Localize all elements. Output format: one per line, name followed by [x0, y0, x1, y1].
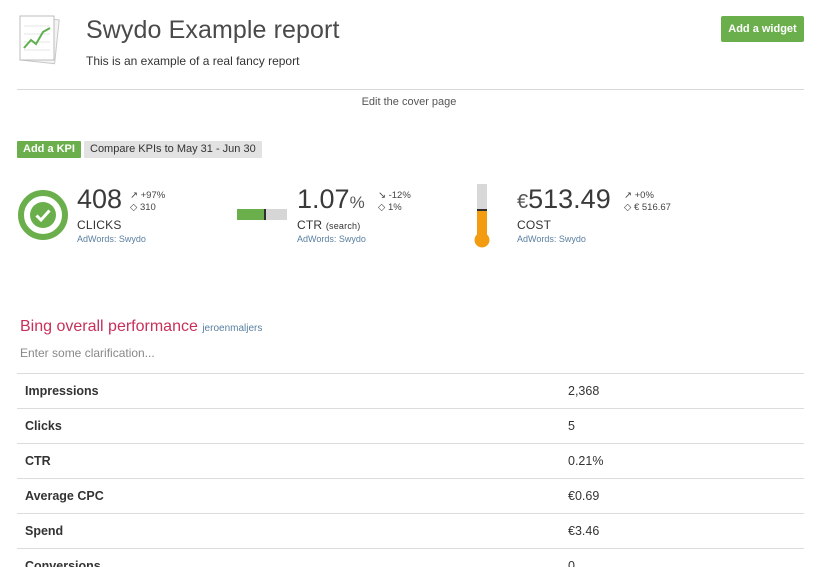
- metric-name: CTR: [17, 443, 561, 479]
- section-author[interactable]: jeroenmaljers: [202, 323, 263, 334]
- thermometer-icon: [474, 183, 490, 249]
- table-row: Clicks 5: [17, 408, 804, 444]
- ctr-progress-marker: [264, 209, 266, 220]
- kpi-previous: ◇ 310: [130, 202, 156, 213]
- table-row: Conversions 0: [17, 548, 804, 567]
- metric-name: Spend: [17, 513, 561, 549]
- kpi-previous: ◇ € 516.67: [624, 202, 671, 213]
- table-row: Impressions 2,368: [17, 373, 804, 409]
- kpi-value: 408: [77, 184, 123, 214]
- add-widget-button[interactable]: Add a widget: [721, 16, 804, 42]
- kpi-source: AdWords: Swydo: [297, 234, 366, 244]
- edit-cover-link[interactable]: Edit the cover page: [361, 96, 457, 108]
- table-row: CTR 0.21%: [17, 443, 804, 479]
- metrics-table: Impressions 2,368 Clicks 5 CTR 0.21% Average C…: [17, 373, 804, 567]
- ctr-progress-fill: [237, 209, 265, 220]
- table-row: Average CPC €0.69: [17, 478, 804, 514]
- kpi-label: CTR (search): [297, 218, 361, 232]
- metric-value: 0: [561, 548, 804, 567]
- metric-value: €3.46: [561, 513, 804, 549]
- kpi-source: AdWords: Swydo: [77, 234, 146, 244]
- section-title: Bing overall performance jeroenmaljers: [20, 318, 263, 335]
- kpi-change: ↗ +97%: [130, 190, 166, 201]
- add-kpi-button[interactable]: Add a KPI: [17, 141, 81, 158]
- metric-name: Clicks: [17, 408, 561, 444]
- kpi-value: 1.07%: [297, 184, 365, 214]
- page-subtitle: This is an example of a real fancy repor…: [86, 54, 300, 68]
- ctr-progress-bar: [237, 209, 287, 220]
- kpi-label: CLICKS: [77, 218, 122, 232]
- kpi-value: €513.49: [517, 184, 611, 214]
- clarification-input[interactable]: Enter some clarification...: [20, 346, 155, 360]
- table-row: Spend €3.46: [17, 513, 804, 549]
- kpi-source: AdWords: Swydo: [517, 234, 586, 244]
- metric-value: 2,368: [561, 373, 804, 409]
- header-divider: [17, 89, 804, 90]
- metric-value: 0.21%: [561, 443, 804, 479]
- metric-value: 5: [561, 408, 804, 444]
- kpi-label: COST: [517, 218, 552, 232]
- check-circle-icon: [17, 189, 69, 241]
- kpi-change: ↗ +0%: [624, 190, 654, 201]
- report-chart-icon: [18, 14, 60, 66]
- metric-value: €0.69: [561, 478, 804, 514]
- page-title: Swydo Example report: [86, 16, 340, 44]
- kpi-change: ↘ -12%: [378, 190, 411, 201]
- metric-name: Impressions: [17, 373, 561, 409]
- kpi-previous: ◇ 1%: [378, 202, 402, 213]
- metric-name: Average CPC: [17, 478, 561, 514]
- compare-kpis-button[interactable]: Compare KPIs to May 31 - Jun 30: [84, 141, 262, 158]
- metric-name: Conversions: [17, 548, 561, 567]
